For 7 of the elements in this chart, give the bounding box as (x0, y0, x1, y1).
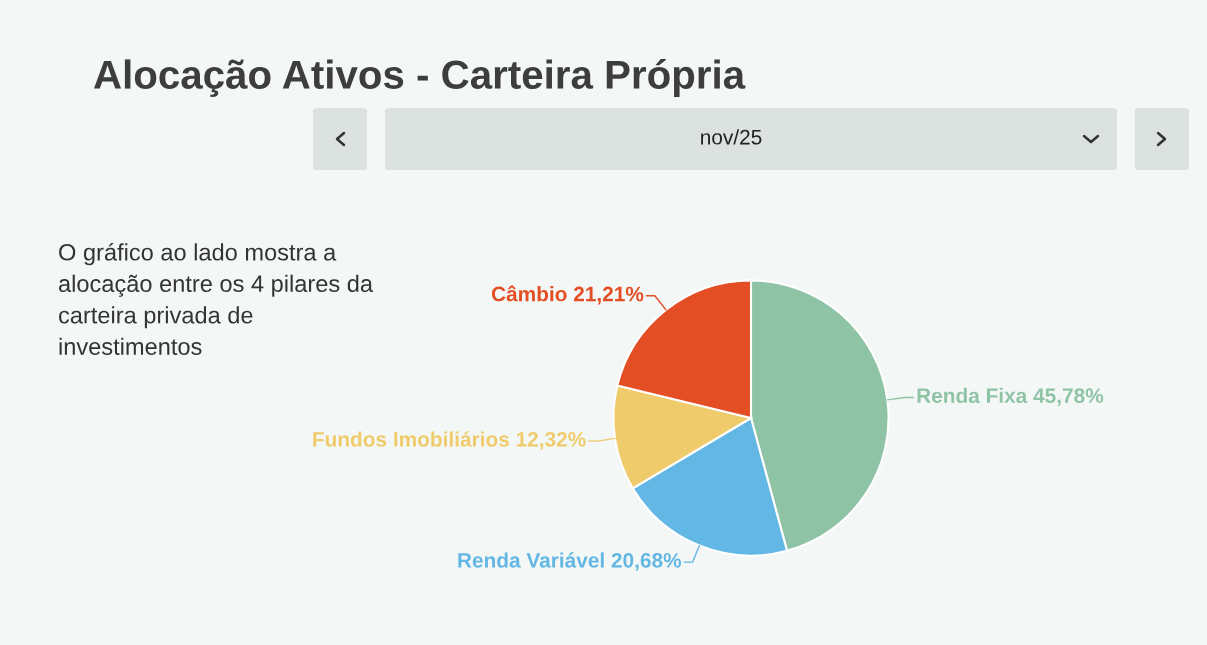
chart-title: Alocação Ativos - Carteira Própria (94, 59, 746, 97)
slice-label: Câmbio 21,21% (491, 285, 644, 305)
slice-label: Renda Fixa 45,78% (917, 387, 1104, 407)
chart-subtitle: nov/25 (701, 129, 762, 145)
text: O gráfico ao lado mostra a alocação entre os 4 pilares da carteira privada de investimentos (59, 243, 374, 355)
slice-label: Renda Variável 20,68% (458, 552, 682, 571)
slice-label: Fundos Imobiliários 12,32% (313, 431, 586, 450)
